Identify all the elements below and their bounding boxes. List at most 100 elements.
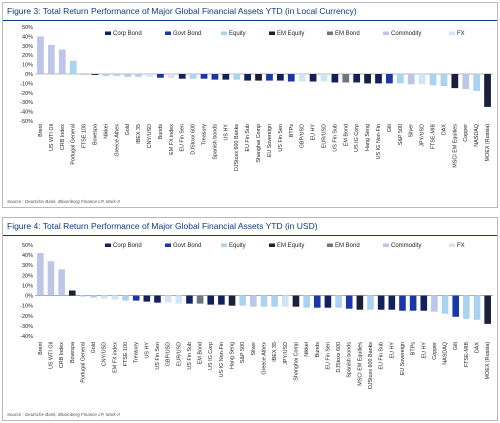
y-tick-label: 40% (22, 253, 33, 259)
x-tick-label: US Fin Sen (155, 342, 161, 370)
bar (303, 295, 310, 308)
x-tick-label: US Fin Sen (278, 124, 284, 152)
x-tick-label: S&P 500 (398, 124, 404, 145)
bar (407, 74, 415, 85)
bar (69, 60, 77, 74)
bar (463, 295, 470, 319)
x-tick-label: US HY (144, 342, 150, 359)
bar (418, 74, 426, 85)
y-tick-label: 50% (22, 243, 33, 249)
bar (431, 295, 438, 312)
legend-label: Corp Bond (113, 243, 142, 249)
y-tick-label: 0% (25, 294, 33, 300)
legend-swatch (165, 243, 171, 247)
bar (484, 295, 491, 324)
bar (353, 74, 361, 83)
legend-swatch (449, 243, 455, 247)
x-tick-label: FTSE 100 (82, 124, 88, 148)
bar (451, 74, 459, 89)
y-tick-label: 40% (22, 34, 33, 40)
x-tick-label: Hang Seng (230, 342, 236, 369)
x-tick-label: Bunds (315, 342, 321, 358)
chart-source: Source : Deutsche Bank, Bloomberg Financ… (7, 412, 120, 417)
x-tick-label: US Fin Sub (332, 124, 338, 152)
x-tick-label: DJStoxx 600 Banks (234, 124, 240, 171)
x-tick-label: Gilt (387, 124, 393, 133)
x-tick-label: Shanghai Comp (293, 342, 299, 381)
x-tick-label: Nikkei (103, 124, 109, 139)
x-tick-label: CRB Index (59, 342, 65, 368)
legend-label: FX (457, 243, 465, 249)
x-tick-label: Spanish bonds (212, 124, 218, 160)
bar (396, 74, 404, 84)
x-tick-label: Brent (38, 342, 44, 355)
x-tick-label: FTSE-MIB (431, 124, 437, 150)
bar (324, 295, 332, 308)
bar (58, 49, 66, 74)
bar (175, 295, 183, 304)
x-tick-label: NASDAQ (443, 342, 449, 365)
x-tick-label: FTSE 100 (123, 342, 129, 366)
bar (113, 74, 121, 76)
bar (484, 74, 491, 107)
x-tick-label: FTSE-MIB (464, 342, 470, 368)
x-tick-label: Gilt (453, 342, 459, 351)
x-tick-label: Hang Seng (365, 124, 371, 151)
x-tick-label: DJStoxx 600 Banks (368, 342, 374, 389)
x-tick-label: BTPs (411, 342, 417, 355)
x-tick-label: JPY/USD (420, 124, 426, 147)
bar (228, 295, 236, 306)
bar (375, 74, 382, 84)
y-tick-label: -30% (20, 324, 33, 330)
legend-swatch (165, 31, 171, 35)
bar (211, 74, 219, 80)
x-tick-label: Copper (432, 342, 438, 360)
bar (58, 269, 65, 296)
legend-label: Corp Bond (113, 31, 142, 37)
bar (462, 74, 470, 90)
x-tick-label: Greece Athex (262, 342, 268, 375)
bar (260, 295, 268, 307)
x-tick-label: Silver (251, 342, 257, 356)
x-tick-label: MOEX (Russia) (485, 342, 491, 380)
bar (309, 74, 317, 82)
bar (91, 74, 99, 75)
y-tick-label: 20% (22, 273, 33, 279)
bar (68, 290, 76, 296)
bar (292, 295, 300, 307)
x-tick-label: GBP/USD (300, 124, 306, 148)
bar (282, 295, 289, 307)
bar (239, 295, 246, 306)
bar (386, 74, 393, 84)
bar (79, 295, 87, 297)
x-tick-label: EU Fin Sub (245, 124, 251, 152)
x-tick-label: IBEX 35 (136, 124, 142, 144)
x-tick-label: Gold (91, 342, 97, 353)
y-tick-label: -40% (20, 334, 33, 340)
bar (335, 295, 342, 308)
bar (207, 295, 215, 305)
bar (100, 295, 108, 299)
legend-label: Govt Bond (173, 31, 201, 37)
y-tick-label: -10% (20, 304, 33, 310)
x-tick-label: DAX (475, 342, 481, 353)
legend-label: EM Bond (335, 31, 360, 37)
y-tick-label: -50% (20, 119, 33, 125)
bar (276, 74, 284, 81)
bar (367, 295, 374, 310)
x-tick-label: EM Bond (343, 124, 349, 146)
legend-swatch (105, 243, 111, 247)
y-tick-label: -30% (20, 100, 33, 106)
bar (218, 295, 225, 305)
bar (196, 295, 204, 304)
bar (37, 36, 44, 74)
legend-swatch (383, 31, 389, 35)
bar (102, 74, 110, 76)
chart-title: Figure 4: Total Return Performance of Ma… (7, 221, 318, 231)
bar (429, 74, 437, 86)
bar (473, 74, 481, 91)
bar (167, 74, 175, 78)
chart-title: Figure 3: Total Return Performance of Ma… (7, 6, 357, 16)
x-tick-label: EU HY (311, 124, 317, 141)
bar (420, 295, 428, 311)
